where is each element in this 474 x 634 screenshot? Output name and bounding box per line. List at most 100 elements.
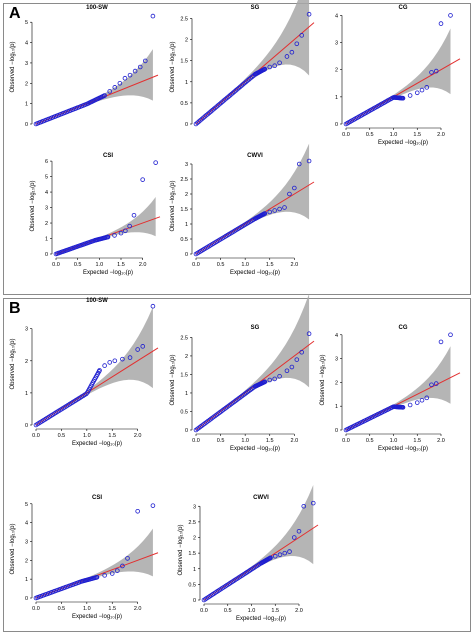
qq-point [127, 72, 133, 78]
x-tick-label: 0.5 [58, 606, 66, 612]
qq-point [262, 379, 268, 385]
plot-title: 100-SW [86, 5, 108, 11]
plot-title: CG [399, 325, 408, 331]
qq-point [272, 376, 277, 382]
x-tick-label: 1.0 [390, 438, 398, 444]
y-tick-label: 3 [25, 327, 28, 333]
y-tick-label: 2 [45, 221, 48, 227]
y-tick-label: 2 [25, 359, 28, 365]
x-tick-label: 0.0 [342, 438, 350, 444]
qq-point [407, 402, 413, 408]
qq-point [140, 344, 146, 349]
qq-point [120, 563, 125, 569]
x-tick-label: 0.5 [366, 438, 374, 444]
qq-plot-a-sg: 0 0.5 1 1.5 2 2.5 SG Observed −log₁₀(p) [170, 0, 315, 128]
y-tick-label: 0 [45, 252, 48, 258]
qq-point [414, 400, 420, 405]
x-tick-label: 0.0 [192, 438, 200, 444]
x-tick-label: 2.0 [139, 262, 147, 268]
plot-title: SG [251, 5, 260, 11]
qq-plot-b-csi: 0 1 2 3 4 5 0.0 0.5 1.0 1.5 2.0 CSI Expected −log₁₀(… [10, 495, 159, 620]
x-tick-label: 0.0 [192, 262, 200, 268]
x-tick-label: 2.0 [134, 433, 142, 439]
qq-point [282, 550, 288, 556]
confidence-band [204, 485, 314, 600]
x-tick-label: 1.5 [266, 262, 274, 268]
qq-point [112, 358, 118, 364]
x-tick-label: 2.0 [437, 132, 445, 138]
qq-plot-b-sg: 0 0.5 1 1.5 2 2.5 0.0 0.5 1.0 1.5 2.0 SG Expected −l… [170, 293, 315, 452]
qq-point [414, 90, 420, 96]
plot-title: SG [251, 325, 260, 331]
y-tick-label: 3 [45, 206, 48, 212]
qq-point [277, 206, 282, 212]
qq-point [424, 85, 430, 90]
y-tick-label: 0 [335, 428, 338, 434]
qq-point [429, 382, 434, 388]
x-tick-label: 1.0 [241, 262, 249, 268]
qq-point [142, 58, 148, 64]
qq-point [433, 381, 439, 386]
qq-point [120, 356, 125, 362]
qq-point [150, 13, 156, 19]
y-tick-label: 0.5 [180, 101, 188, 107]
x-tick-label: 1.0 [83, 606, 91, 612]
x-tick-label: 0.5 [217, 438, 225, 444]
y-tick-label: 1 [185, 222, 188, 228]
qq-point [117, 80, 123, 86]
y-tick-label: 4 [25, 521, 28, 527]
x-axis-label: Expected −log₁₀(p) [378, 446, 428, 452]
qq-point [272, 63, 277, 69]
y-tick-label: 2 [185, 192, 188, 198]
y-tick-label: 1.5 [180, 372, 188, 378]
y-tick-label: 0 [185, 428, 188, 434]
qq-point [262, 211, 268, 216]
y-tick-label: 1 [25, 102, 28, 108]
x-axis-label: Expected −log₁₀(p) [230, 270, 280, 276]
qq-point [448, 332, 453, 338]
y-tick-label: 2 [335, 68, 338, 74]
x-tick-label: 1.5 [117, 262, 125, 268]
y-tick-label: 1 [45, 237, 48, 243]
qq-point [150, 303, 156, 309]
x-axis-label: Expected −log₁₀(p) [72, 441, 122, 447]
y-tick-label: 0 [25, 122, 28, 128]
qq-point [140, 177, 145, 182]
y-tick-label: 3 [25, 539, 28, 545]
qq-point [287, 549, 292, 554]
qq-point [105, 234, 111, 240]
qq-point [102, 93, 107, 98]
x-axis-label: Expected −log₁₀(p) [378, 140, 428, 146]
y-tick-label: 2 [25, 558, 28, 564]
qq-point [267, 209, 273, 215]
y-tick-label: 4 [335, 13, 338, 19]
qq-point [296, 161, 302, 167]
confidence-band [196, 0, 310, 124]
qq-point [429, 70, 434, 75]
y-tick-label: 2 [335, 380, 338, 386]
y-tick-label: 0 [25, 423, 28, 429]
y-tick-label: 2.5 [180, 16, 188, 22]
y-tick-label: 3 [335, 41, 338, 47]
x-tick-label: 0.5 [58, 433, 66, 439]
y-axis-label: Observed −log₁₀(p) [30, 180, 36, 231]
x-tick-label: 2.0 [437, 438, 445, 444]
qq-point [284, 368, 290, 374]
plot-title: CG [399, 5, 408, 11]
qq-point [137, 64, 143, 70]
qq-point [102, 573, 107, 578]
qq-plot-a-csi: 0 1 2 3 4 5 6 0.0 0.5 1.0 1.5 2.0 CSI Expected −log₁₀… [30, 153, 161, 276]
x-axis-label: Expected −log₁₀(p) [230, 446, 280, 452]
y-tick-label: 2 [193, 536, 196, 542]
x-tick-label: 1.0 [390, 132, 398, 138]
x-tick-label: 1.5 [108, 606, 116, 612]
qq-plot-a-cg: 0 1 2 3 4 0.0 0.5 1.0 1.5 2.0 CG Expected −log₁₀(p) [335, 5, 461, 146]
qq-point [127, 223, 132, 229]
qq-point [125, 556, 130, 561]
y-tick-label: 3 [193, 504, 196, 510]
x-tick-label: 1.5 [266, 438, 274, 444]
qq-point [135, 347, 140, 352]
x-tick-label: 2.0 [295, 608, 303, 614]
qq-point [289, 49, 295, 55]
